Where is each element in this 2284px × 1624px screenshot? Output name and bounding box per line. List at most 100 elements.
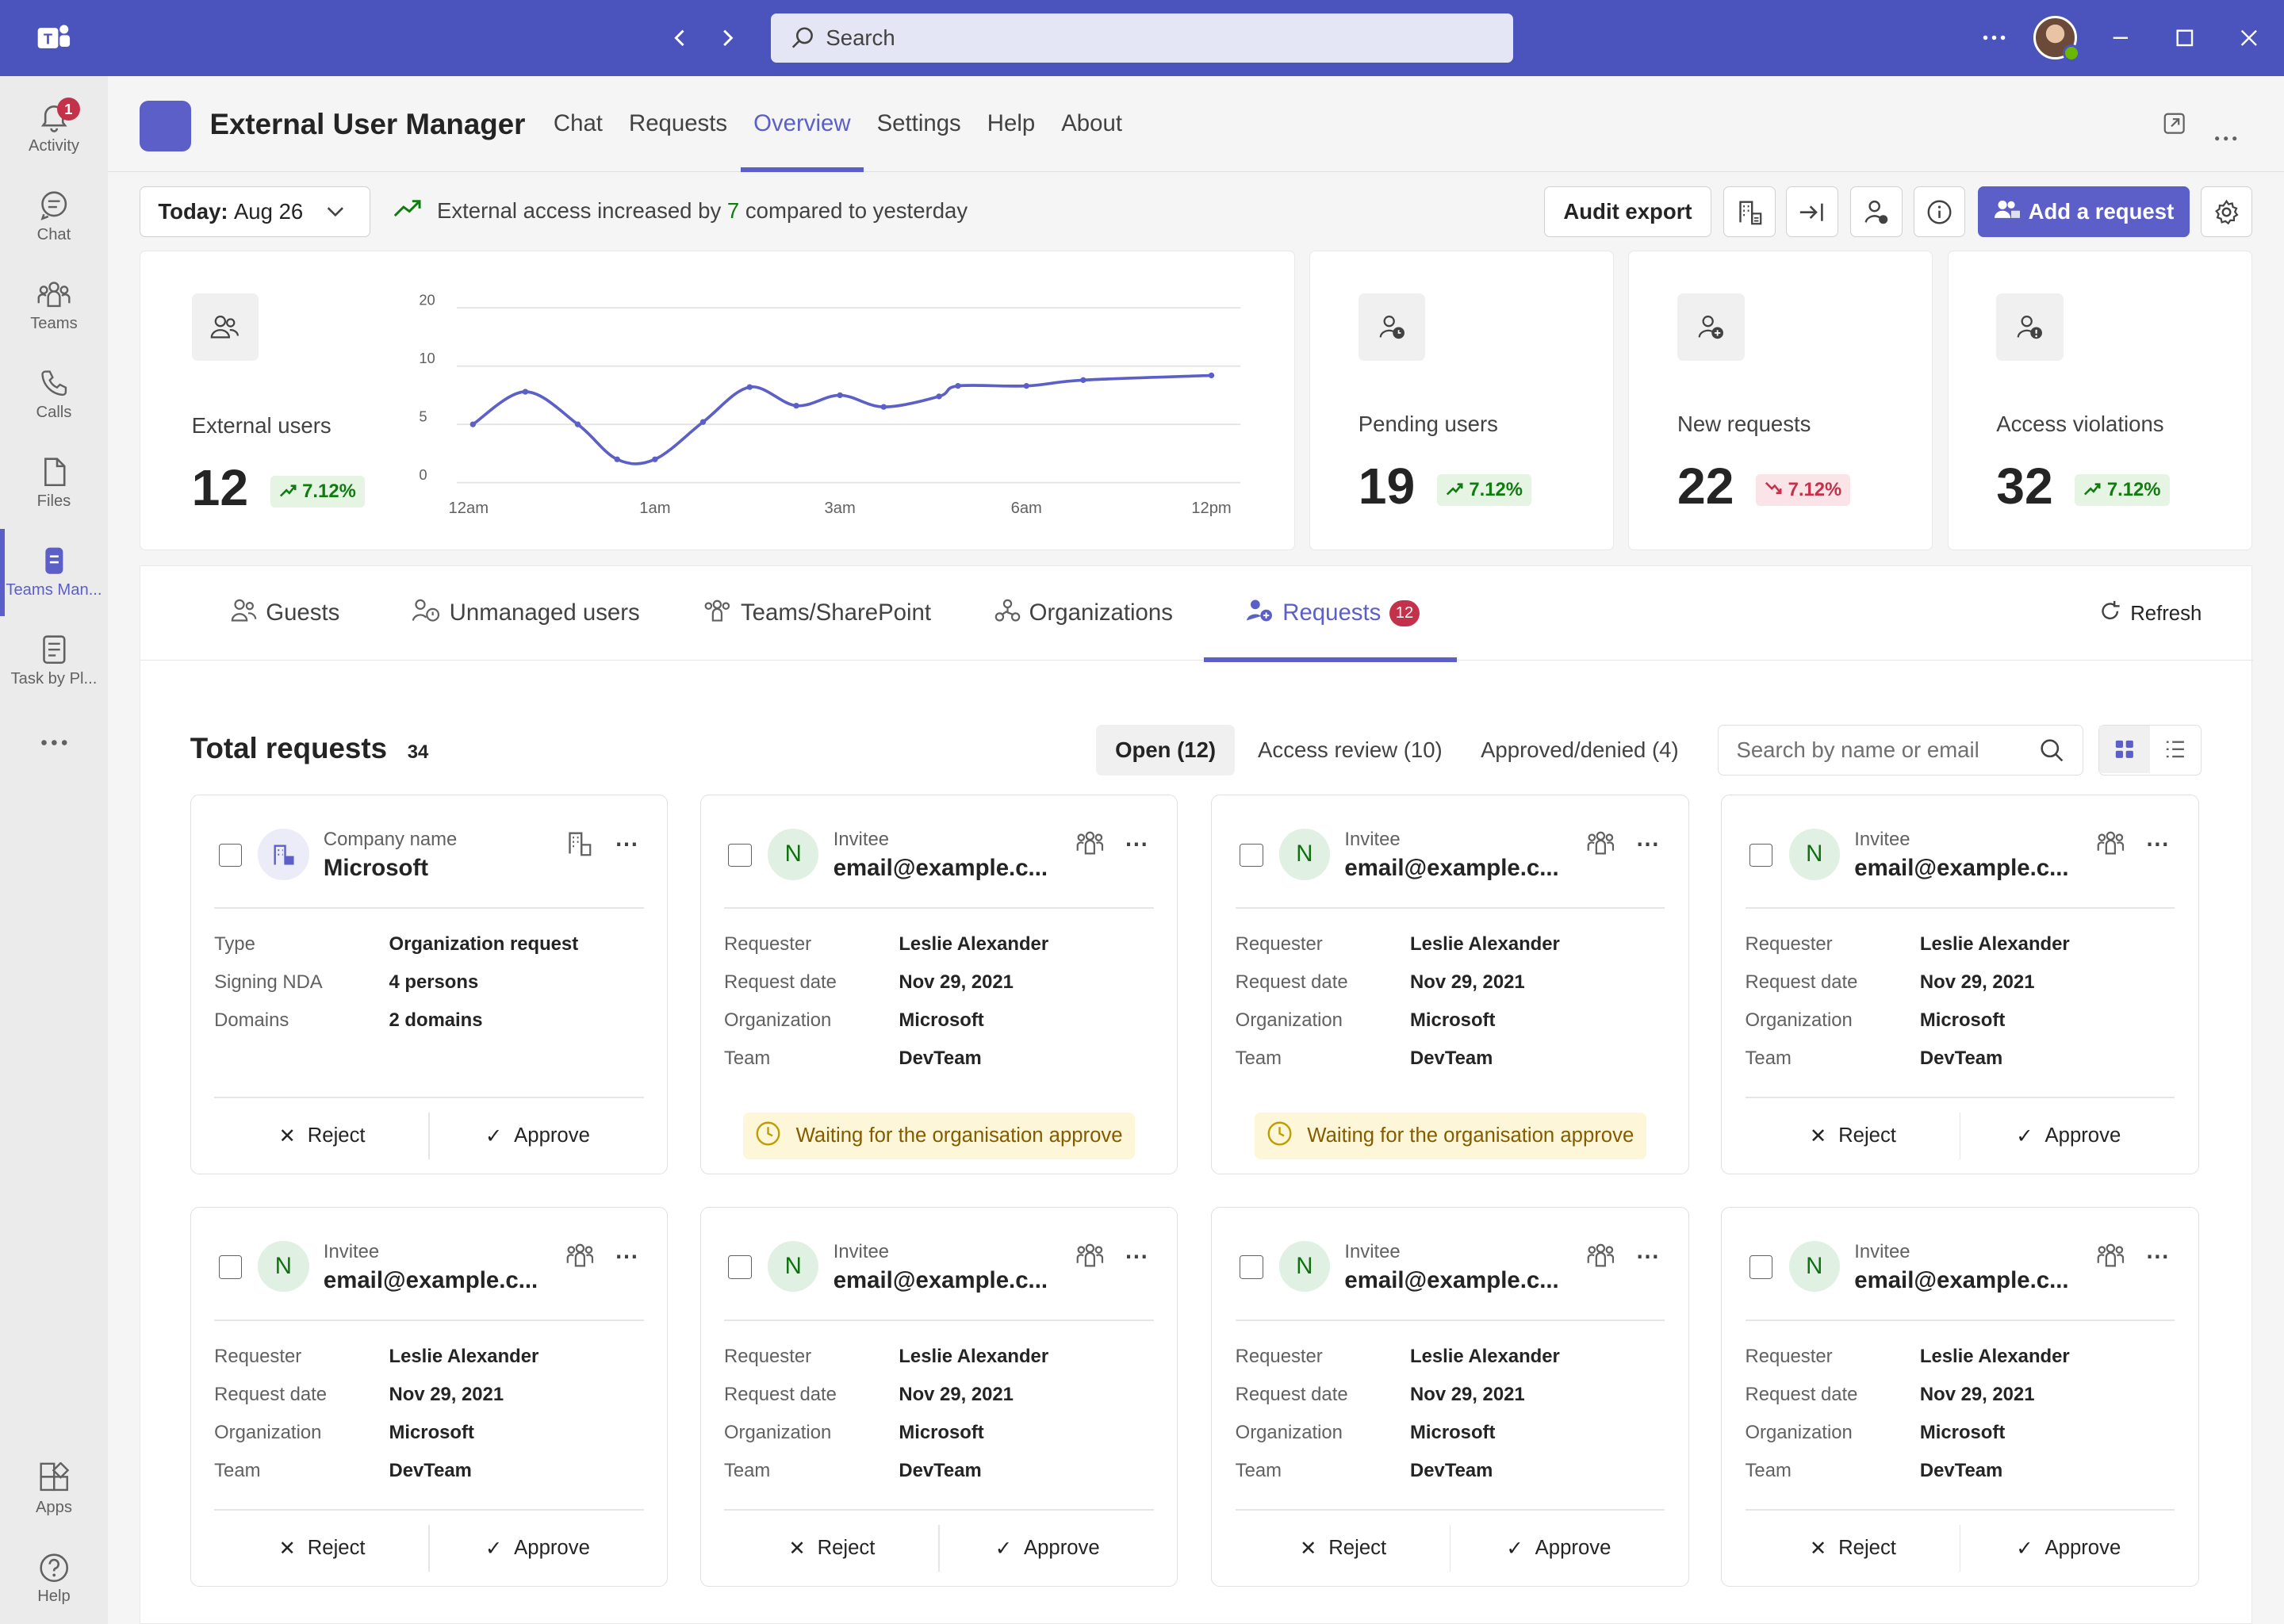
detail-row: Request date Nov 29, 2021 bbox=[723, 1384, 1014, 1405]
more-options-icon[interactable]: ⋯ bbox=[1125, 1243, 1150, 1270]
detail-row: Requester Leslie Alexander bbox=[214, 1346, 539, 1368]
rail-item-label: Task by Pl... bbox=[10, 670, 98, 688]
rail-item-teams-manager[interactable]: Teams Man... bbox=[0, 528, 108, 616]
maximize-icon[interactable] bbox=[2175, 0, 2195, 76]
data-point bbox=[1023, 383, 1029, 389]
building-report-icon[interactable] bbox=[565, 830, 592, 863]
select-checkbox[interactable] bbox=[728, 843, 752, 867]
close-window-icon[interactable] bbox=[2239, 0, 2259, 76]
rail-item-files[interactable]: Files bbox=[0, 440, 108, 527]
detail-row: Request date Nov 29, 2021 bbox=[1745, 1384, 2035, 1405]
grid-view-icon[interactable] bbox=[2098, 725, 2151, 774]
settings-gear-icon[interactable] bbox=[2201, 186, 2252, 238]
teams-icon[interactable] bbox=[565, 1243, 595, 1275]
select-checkbox[interactable] bbox=[218, 843, 243, 867]
pop-out-icon[interactable] bbox=[2163, 112, 2186, 141]
rail-item-chat[interactable]: Chat bbox=[0, 174, 108, 261]
more-apps-icon[interactable] bbox=[0, 699, 108, 787]
rail-item-activity[interactable]: Activity 1 bbox=[0, 85, 108, 172]
tab-chat[interactable]: Chat bbox=[553, 110, 603, 137]
tab-requests-sub[interactable]: Requests 12 bbox=[1204, 566, 1457, 662]
tab-settings[interactable]: Settings bbox=[876, 110, 961, 137]
select-checkbox[interactable] bbox=[1749, 1255, 1773, 1279]
more-options-icon[interactable]: ⋯ bbox=[1635, 831, 1661, 858]
tab-teams-sharepoint[interactable]: Teams/SharePoint bbox=[703, 566, 931, 661]
rail-item-teams[interactable]: Teams bbox=[0, 262, 108, 350]
requests-search-input[interactable]: Search by name or email bbox=[1718, 724, 2084, 776]
reject-button[interactable]: ✕ Reject bbox=[278, 1124, 366, 1147]
teams-icon[interactable] bbox=[1075, 830, 1105, 863]
select-checkbox[interactable] bbox=[218, 1255, 243, 1279]
more-options-icon[interactable]: ⋯ bbox=[2145, 831, 2171, 858]
info-icon[interactable] bbox=[1914, 186, 1965, 238]
tab-requests[interactable]: Requests bbox=[629, 110, 728, 137]
building-report-icon[interactable] bbox=[1723, 186, 1776, 238]
rail-item-calls[interactable]: Calls bbox=[0, 351, 108, 439]
add-request-button[interactable]: Add a request bbox=[1978, 186, 2190, 238]
user-avatar[interactable] bbox=[2033, 0, 2081, 76]
tab-organizations[interactable]: Organizations bbox=[994, 566, 1173, 661]
presence-available-icon bbox=[2063, 44, 2081, 62]
more-options-icon[interactable]: ⋯ bbox=[1125, 831, 1150, 858]
teams-icon[interactable] bbox=[1586, 830, 1615, 863]
stat-value: 12 bbox=[191, 458, 249, 516]
filter-open[interactable]: Open (12) bbox=[1096, 724, 1235, 776]
people-icon bbox=[191, 293, 259, 361]
detail-row: Organization Microsoft bbox=[214, 1421, 474, 1443]
reject-button[interactable]: ✕ Reject bbox=[788, 1537, 876, 1560]
card-header-label: Invitee bbox=[323, 1241, 380, 1262]
more-options-icon[interactable] bbox=[1981, 0, 2007, 76]
rail-item-task-by-planner[interactable]: Task by Pl... bbox=[0, 618, 108, 705]
app-more-options-icon[interactable] bbox=[2214, 121, 2237, 147]
minimize-icon[interactable] bbox=[2110, 0, 2131, 76]
more-options-icon[interactable]: ⋯ bbox=[615, 1243, 640, 1270]
tab-label: Organizations bbox=[1029, 599, 1173, 626]
list-view-icon[interactable] bbox=[2150, 726, 2201, 774]
tab-unmanaged-users[interactable]: Unmanaged users bbox=[412, 566, 640, 661]
reject-button[interactable]: ✕ Reject bbox=[278, 1537, 366, 1560]
select-checkbox[interactable] bbox=[1240, 1255, 1263, 1279]
more-options-icon[interactable]: ⋯ bbox=[615, 831, 640, 858]
date-picker[interactable]: Today: Aug 26 bbox=[140, 186, 370, 238]
select-checkbox[interactable] bbox=[1240, 843, 1263, 867]
collapse-right-icon[interactable] bbox=[1785, 186, 1838, 238]
tab-help[interactable]: Help bbox=[987, 110, 1036, 137]
more-options-icon[interactable]: ⋯ bbox=[2145, 1243, 2171, 1270]
more-options-icon[interactable]: ⋯ bbox=[1635, 1243, 1661, 1270]
user-settings-icon[interactable] bbox=[1849, 186, 1903, 238]
teams-icon[interactable] bbox=[2096, 830, 2125, 863]
reject-button[interactable]: ✕ Reject bbox=[1809, 1124, 1896, 1147]
tab-about[interactable]: About bbox=[1061, 110, 1122, 137]
forward-arrow-icon[interactable] bbox=[709, 21, 744, 56]
checkmark-icon: ✓ bbox=[2016, 1124, 2033, 1147]
audit-export-button[interactable]: Audit export bbox=[1543, 186, 1712, 238]
tab-overview[interactable]: Overview bbox=[740, 76, 864, 172]
teams-icon[interactable] bbox=[1586, 1243, 1615, 1275]
rail-item-apps[interactable]: Apps bbox=[0, 1446, 108, 1534]
approve-button[interactable]: ✓ Approve bbox=[1506, 1537, 1611, 1560]
approve-button[interactable]: ✓ Approve bbox=[994, 1537, 1100, 1560]
reject-button[interactable]: ✕ Reject bbox=[1300, 1537, 1387, 1560]
approve-button[interactable]: ✓ Approve bbox=[2016, 1124, 2121, 1147]
filter-access-review[interactable]: Access review (10) bbox=[1258, 737, 1443, 762]
select-checkbox[interactable] bbox=[728, 1255, 752, 1279]
teams-icon[interactable] bbox=[2096, 1243, 2125, 1275]
back-arrow-icon[interactable] bbox=[663, 21, 698, 56]
detail-row: Organization Microsoft bbox=[1235, 1421, 1496, 1443]
global-search-input[interactable]: Search bbox=[770, 13, 1514, 63]
teams-icon[interactable] bbox=[1075, 1243, 1105, 1275]
refresh-button[interactable]: Refresh bbox=[2098, 599, 2202, 628]
app-tabs: Chat Requests Overview Settings Help Abo… bbox=[540, 76, 1135, 172]
approve-button[interactable]: ✓ Approve bbox=[485, 1537, 590, 1560]
approve-button[interactable]: ✓ Approve bbox=[485, 1124, 590, 1147]
reject-button[interactable]: ✕ Reject bbox=[1809, 1537, 1896, 1560]
filter-approved-denied[interactable]: Approved/denied (4) bbox=[1481, 737, 1679, 762]
tab-guests[interactable]: Guests bbox=[231, 566, 339, 661]
request-card: N Invitee email@example.c... ⋯ Requester… bbox=[1721, 794, 2199, 1175]
rail-item-help[interactable]: Help bbox=[0, 1535, 108, 1622]
select-checkbox[interactable] bbox=[1749, 843, 1773, 867]
waiting-status: Waiting for the organisation approve bbox=[1254, 1113, 1646, 1160]
svg-text:T: T bbox=[44, 30, 53, 47]
data-point bbox=[793, 403, 799, 409]
approve-button[interactable]: ✓ Approve bbox=[2016, 1537, 2121, 1560]
